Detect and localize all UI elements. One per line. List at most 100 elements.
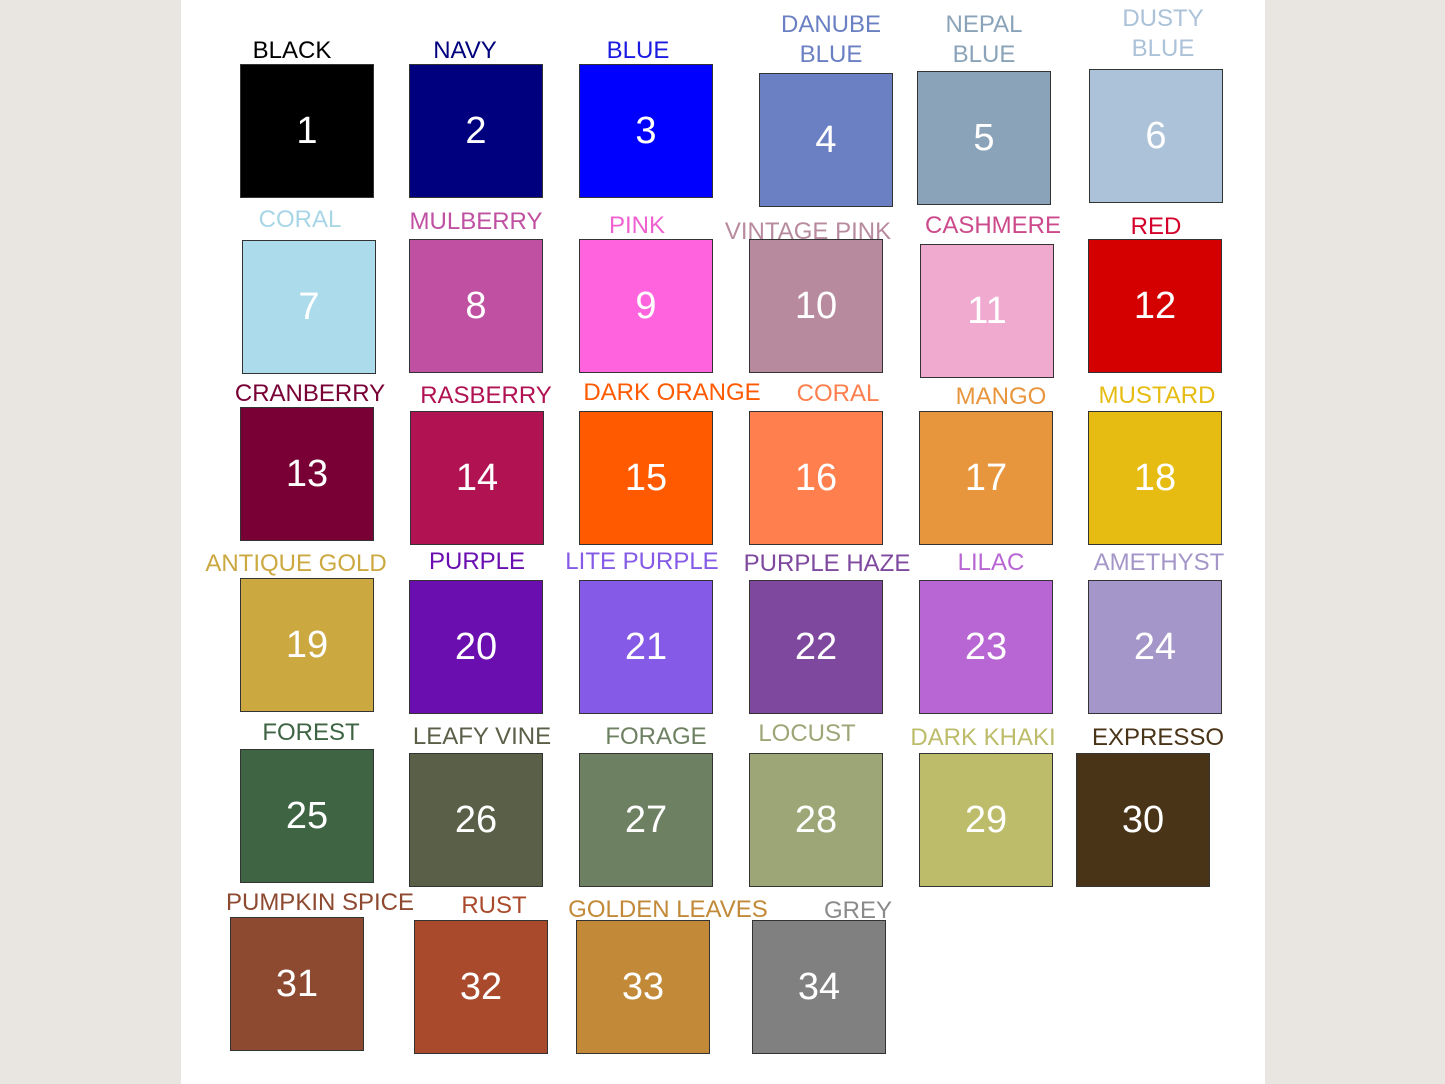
swatch-label: PUMPKIN SPICE	[225, 889, 415, 916]
color-swatch: 34	[752, 920, 886, 1054]
swatch-label: ANTIQUE GOLD	[205, 550, 387, 577]
swatch-number: 25	[285, 795, 329, 837]
swatch-label: FORAGE	[605, 723, 707, 750]
swatch-label: LOCUST	[758, 720, 856, 747]
swatch-number: 17	[964, 457, 1008, 499]
swatch-label: CASHMERE	[924, 212, 1062, 239]
swatch-label: VINTAGE PINK	[724, 218, 892, 245]
swatch-number: 19	[285, 624, 329, 666]
swatch-label: CORAL	[258, 206, 342, 233]
swatch-label: DARK ORANGE	[583, 379, 761, 406]
color-swatch: 22	[749, 580, 883, 714]
swatch-number: 24	[1133, 626, 1177, 668]
swatch-number: 29	[964, 799, 1008, 841]
swatch-number: 18	[1133, 457, 1177, 499]
swatch-number: 26	[454, 799, 498, 841]
swatch-label: EXPRESSO	[1091, 724, 1225, 751]
swatch-label: CORAL	[796, 380, 880, 407]
swatch-number: 13	[285, 453, 329, 495]
color-swatch: 32	[414, 920, 548, 1054]
color-swatch: 27	[579, 753, 713, 887]
swatch-label: LILAC	[957, 549, 1025, 576]
color-swatch: 26	[409, 753, 543, 887]
color-swatch: 7	[242, 240, 376, 374]
swatch-label: LITE PURPLE	[565, 548, 719, 575]
color-swatch: 29	[919, 753, 1053, 887]
color-swatch: 2	[409, 64, 543, 198]
swatch-number: 32	[459, 966, 503, 1008]
color-swatch: 17	[919, 411, 1053, 545]
swatch-label: MULBERRY	[409, 208, 543, 235]
swatch-label: MUSTARD	[1098, 382, 1216, 409]
swatch-label: AMETHYST	[1093, 549, 1225, 576]
color-swatch: 25	[240, 749, 374, 883]
swatch-label: MANGO	[955, 383, 1047, 410]
swatch-number: 23	[964, 626, 1008, 668]
color-swatch: 28	[749, 753, 883, 887]
swatch-number: 5	[973, 117, 995, 159]
color-swatch: 31	[230, 917, 364, 1051]
color-swatch: 12	[1088, 239, 1222, 373]
color-swatch: 16	[749, 411, 883, 545]
swatch-label: GREY	[823, 897, 893, 924]
swatch-label: DUSTY BLUE	[1122, 5, 1204, 62]
color-swatch: 24	[1088, 580, 1222, 714]
swatch-label: LEAFY VINE	[412, 723, 552, 750]
swatch-label: PURPLE HAZE	[743, 550, 911, 577]
swatch-label: CRANBERRY	[234, 380, 386, 407]
swatch-number: 20	[454, 626, 498, 668]
color-swatch: 13	[240, 407, 374, 541]
swatch-number: 34	[797, 966, 841, 1008]
swatch-label: BLACK	[252, 37, 332, 64]
swatch-number: 16	[794, 457, 838, 499]
swatch-number: 3	[635, 110, 657, 152]
swatch-label: PINK	[608, 212, 666, 239]
swatch-label: DARK KHAKI	[910, 724, 1056, 751]
swatch-label: RUST	[461, 892, 527, 919]
swatch-number: 10	[794, 285, 838, 327]
swatch-number: 11	[967, 290, 1007, 332]
swatch-label: PURPLE	[428, 548, 526, 575]
color-swatch: 23	[919, 580, 1053, 714]
swatch-number: 15	[624, 457, 668, 499]
swatch-label: NAVY	[433, 37, 497, 64]
swatch-number: 31	[275, 963, 319, 1005]
swatch-number: 7	[298, 286, 320, 328]
color-chart: 1 BLACK 2 NAVY 3 BLUE 4 DANUBE BLUE 5 NEPAL BLUE 6…	[181, 0, 1265, 1084]
color-swatch: 10	[749, 239, 883, 373]
color-swatch: 6	[1089, 69, 1223, 203]
color-swatch: 20	[409, 580, 543, 714]
color-swatch: 8	[409, 239, 543, 373]
color-swatch: 19	[240, 578, 374, 712]
swatch-number: 27	[624, 799, 668, 841]
swatch-number: 30	[1121, 799, 1165, 841]
swatch-number: 1	[296, 110, 318, 152]
swatch-number: 9	[635, 285, 657, 327]
swatch-number: 12	[1133, 285, 1177, 327]
color-swatch: 30	[1076, 753, 1210, 887]
swatch-number: 33	[621, 966, 665, 1008]
color-swatch: 11	[920, 244, 1054, 378]
swatch-label: FOREST	[262, 719, 360, 746]
color-swatch: 9	[579, 239, 713, 373]
color-swatch: 4	[759, 73, 893, 207]
color-swatch: 3	[579, 64, 713, 198]
swatch-number: 8	[465, 285, 487, 327]
color-swatch: 1	[240, 64, 374, 198]
swatch-number: 14	[455, 457, 499, 499]
color-swatch: 5	[917, 71, 1051, 205]
color-swatch: 18	[1088, 411, 1222, 545]
color-swatch: 33	[576, 920, 710, 1054]
swatch-number: 4	[815, 119, 837, 161]
swatch-label: DANUBE BLUE	[780, 11, 882, 68]
swatch-label: GOLDEN LEAVES	[568, 896, 768, 923]
swatch-label: BLUE	[606, 37, 670, 64]
swatch-number: 28	[794, 799, 838, 841]
color-swatch: 15	[579, 411, 713, 545]
swatch-label: NEPAL BLUE	[945, 11, 1023, 68]
swatch-number: 21	[624, 626, 668, 668]
swatch-number: 22	[794, 626, 838, 668]
swatch-label: RED	[1130, 213, 1182, 240]
swatch-number: 2	[465, 110, 487, 152]
color-swatch: 14	[410, 411, 544, 545]
